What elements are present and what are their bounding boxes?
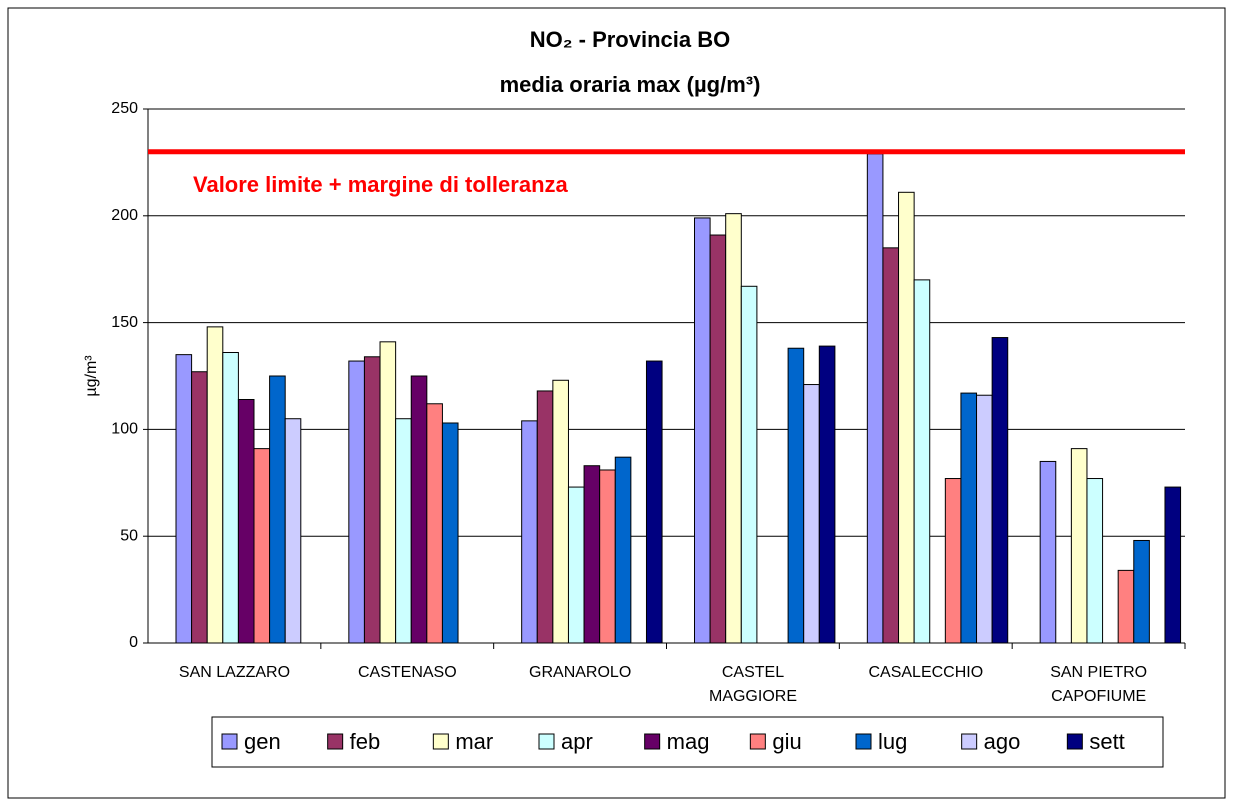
legend-swatch: [432, 733, 449, 750]
bar: [1039, 460, 1057, 644]
annotation: Valore limite + margine di tolleranza: [193, 172, 569, 197]
bar: [379, 341, 397, 644]
chart-subtitle: media oraria max (µg/m³): [500, 72, 761, 97]
bar: [363, 356, 381, 644]
bar: [395, 418, 412, 644]
x-tick-label: CASTEL MAGGIORE: [708, 664, 797, 705]
bar: [1133, 539, 1150, 644]
bar: [222, 352, 239, 644]
bar: [410, 375, 428, 644]
x-tick-label: CASALECCHIO: [868, 664, 984, 681]
y-tick-label: 50: [120, 527, 138, 544]
bar: [269, 375, 286, 644]
y-tick-label: 200: [111, 207, 138, 224]
bar: [898, 191, 915, 644]
bar: [866, 153, 884, 644]
bar: [976, 394, 993, 644]
bar: [567, 486, 585, 644]
legend-label: sett: [1089, 729, 1124, 754]
bar: [536, 390, 554, 644]
legend-label: mag: [667, 729, 710, 754]
bar: [284, 418, 302, 644]
bar: [1070, 448, 1088, 644]
legend-label: mar: [455, 729, 493, 754]
bar: [787, 347, 805, 644]
bar: [960, 392, 978, 644]
legend-label: apr: [561, 729, 593, 754]
bar: [175, 354, 193, 644]
legend-label: giu: [772, 729, 801, 754]
x-tick-label: CASTENASO: [357, 664, 457, 681]
bar: [1086, 478, 1104, 644]
bar: [818, 345, 836, 644]
x-tick-label: GRANAROLO: [529, 664, 632, 681]
bar: [882, 247, 900, 644]
y-tick-label: 0: [129, 634, 138, 651]
legend-swatch: [644, 733, 661, 750]
bar: [803, 384, 820, 644]
legend-swatch: [961, 733, 978, 750]
bar: [253, 448, 271, 644]
bar: [426, 403, 443, 644]
legend-swatch: [221, 733, 238, 750]
bar: [1117, 569, 1135, 644]
bar: [206, 326, 224, 644]
legend-swatch: [1066, 733, 1083, 750]
bar: [237, 398, 255, 644]
bar: [944, 478, 962, 644]
bar: [191, 371, 208, 644]
bar: [725, 213, 742, 644]
chart-title: NO₂ - Provincia BO: [530, 27, 730, 52]
bar: [1164, 486, 1182, 644]
y-tick-label: 100: [111, 421, 138, 438]
y-tick-label: 150: [111, 314, 138, 331]
bar: [552, 379, 569, 644]
bar: [991, 337, 1009, 644]
bar: [694, 217, 711, 644]
legend-label: gen: [244, 729, 281, 754]
bar: [913, 279, 931, 644]
bar: [614, 456, 632, 644]
x-tick-label: SAN PIETRO CAPOFIUME: [1050, 664, 1148, 705]
bar: [645, 360, 663, 644]
legend-label: ago: [984, 729, 1021, 754]
bar: [441, 422, 459, 644]
legend-label: lug: [878, 729, 907, 754]
bar: [583, 465, 601, 644]
bar: [709, 234, 727, 644]
legend-box: [211, 716, 1164, 768]
legend-swatch: [327, 733, 344, 750]
bar: [599, 469, 616, 644]
x-tick-label: SAN LAZZARO: [178, 664, 291, 681]
legend-label: feb: [350, 729, 381, 754]
y-axis-label: µg/m³: [83, 355, 100, 397]
legend-swatch: [538, 733, 555, 750]
bar: [348, 360, 365, 644]
bar: [521, 420, 538, 644]
bar: [740, 285, 758, 644]
legend-swatch: [749, 733, 766, 750]
legend-swatch: [855, 733, 872, 750]
y-tick-label: 250: [111, 100, 138, 117]
